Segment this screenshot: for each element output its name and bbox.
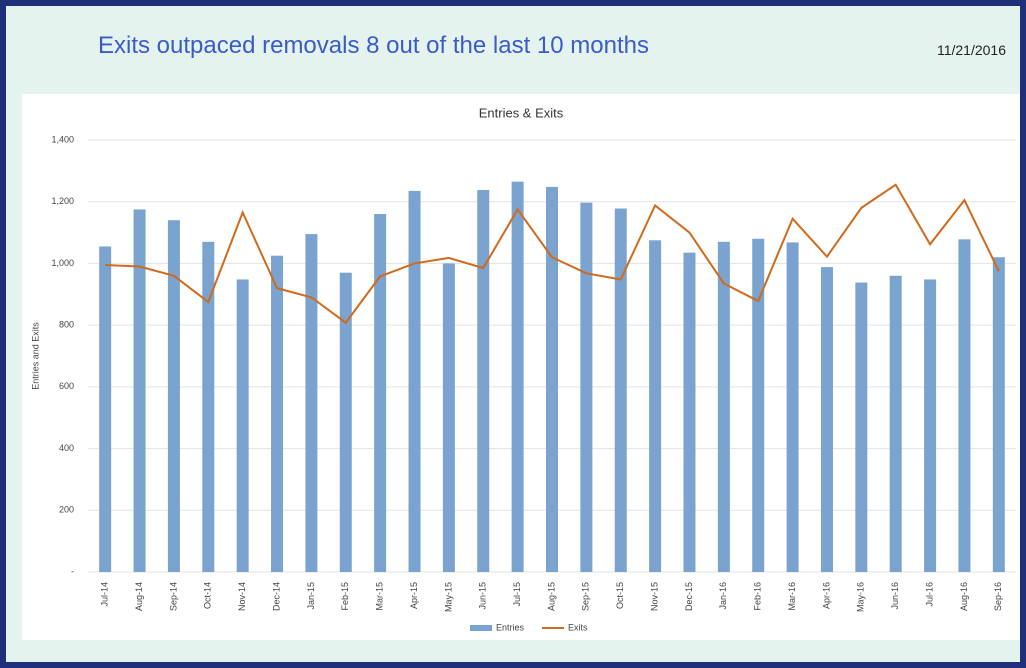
bar xyxy=(580,202,593,572)
chart-title: Entries & Exits xyxy=(479,105,564,120)
x-tick-label: Jan-15 xyxy=(306,582,316,610)
x-tick-label: Sep-16 xyxy=(993,582,1003,611)
x-tick-label: Jul-15 xyxy=(512,582,522,607)
x-tick-label: Oct-14 xyxy=(203,582,213,609)
bar xyxy=(614,208,627,572)
y-tick-label: - xyxy=(71,566,74,576)
x-tick-label: Mar-15 xyxy=(375,582,385,611)
x-tick-label: Jul-16 xyxy=(924,582,934,607)
bar xyxy=(820,267,833,572)
x-tick-label: Jul-14 xyxy=(100,582,110,607)
x-tick-label: May-16 xyxy=(856,582,866,612)
x-tick-label: Dec-14 xyxy=(271,582,281,611)
slide-date: 11/21/2016 xyxy=(936,42,1006,58)
legend-label: Entries xyxy=(496,622,525,632)
x-tick-label: Nov-15 xyxy=(649,582,659,611)
bar xyxy=(649,240,662,573)
x-tick-label: Nov-14 xyxy=(237,582,247,611)
line xyxy=(105,183,1000,325)
bar xyxy=(889,275,902,572)
x-tick-label: Sep-15 xyxy=(581,582,591,611)
x-tick-label: Apr-15 xyxy=(409,582,419,609)
bar xyxy=(924,279,937,572)
x-tick-label: Aug-16 xyxy=(959,582,969,611)
x-tick-label: Apr-16 xyxy=(821,582,831,609)
y-tick-label: 1,400 xyxy=(51,134,74,144)
x-tick-label: Feb-15 xyxy=(340,582,350,611)
x-tick-label: May-15 xyxy=(443,582,453,612)
bar xyxy=(339,272,352,572)
bar xyxy=(305,234,318,572)
y-tick-label: 800 xyxy=(59,320,74,330)
bar xyxy=(99,246,112,572)
bar xyxy=(408,190,421,572)
y-tick-label: 1,200 xyxy=(51,196,74,206)
chart: Entries & Exits Entries and Exits - 200 40… xyxy=(22,94,1020,640)
bar xyxy=(546,186,558,572)
legend-swatch xyxy=(470,625,492,631)
bar xyxy=(477,189,490,572)
legend-label: Exits xyxy=(568,622,588,632)
bar xyxy=(442,263,455,572)
x-tick-label: Jun-15 xyxy=(478,582,488,610)
bar xyxy=(202,241,215,573)
x-tick-label: Dec-15 xyxy=(684,582,694,611)
x-tick-label: Jan-16 xyxy=(718,582,728,610)
x-tick-label: Sep-14 xyxy=(168,582,178,611)
bar xyxy=(236,279,249,572)
x-tick-label: Jun-16 xyxy=(890,582,900,610)
bar xyxy=(511,181,524,572)
bar xyxy=(271,255,284,572)
bar xyxy=(992,257,1005,572)
x-tick-label: Oct-15 xyxy=(615,582,625,609)
x-tick-label: Aug-14 xyxy=(134,582,144,611)
bar xyxy=(133,209,146,572)
x-tick-label: Feb-16 xyxy=(753,582,763,611)
bar xyxy=(717,241,730,573)
bar xyxy=(167,220,180,572)
bar xyxy=(786,242,799,572)
bar xyxy=(958,239,971,573)
bar xyxy=(855,282,868,572)
x-tick-label: Mar-16 xyxy=(787,582,797,611)
bar xyxy=(752,238,765,572)
y-tick-label: 600 xyxy=(59,381,74,391)
y-tick-label: 200 xyxy=(59,505,74,515)
x-tick-label: Aug-15 xyxy=(546,582,556,611)
y-tick-label: 400 xyxy=(59,443,74,453)
y-axis-label: Entries and Exits xyxy=(30,322,40,390)
bar xyxy=(374,214,387,573)
bar xyxy=(683,252,696,572)
y-tick-label: 1,000 xyxy=(51,258,74,268)
slide-title: Exits outpaced removals 8 out of the las… xyxy=(98,32,649,59)
